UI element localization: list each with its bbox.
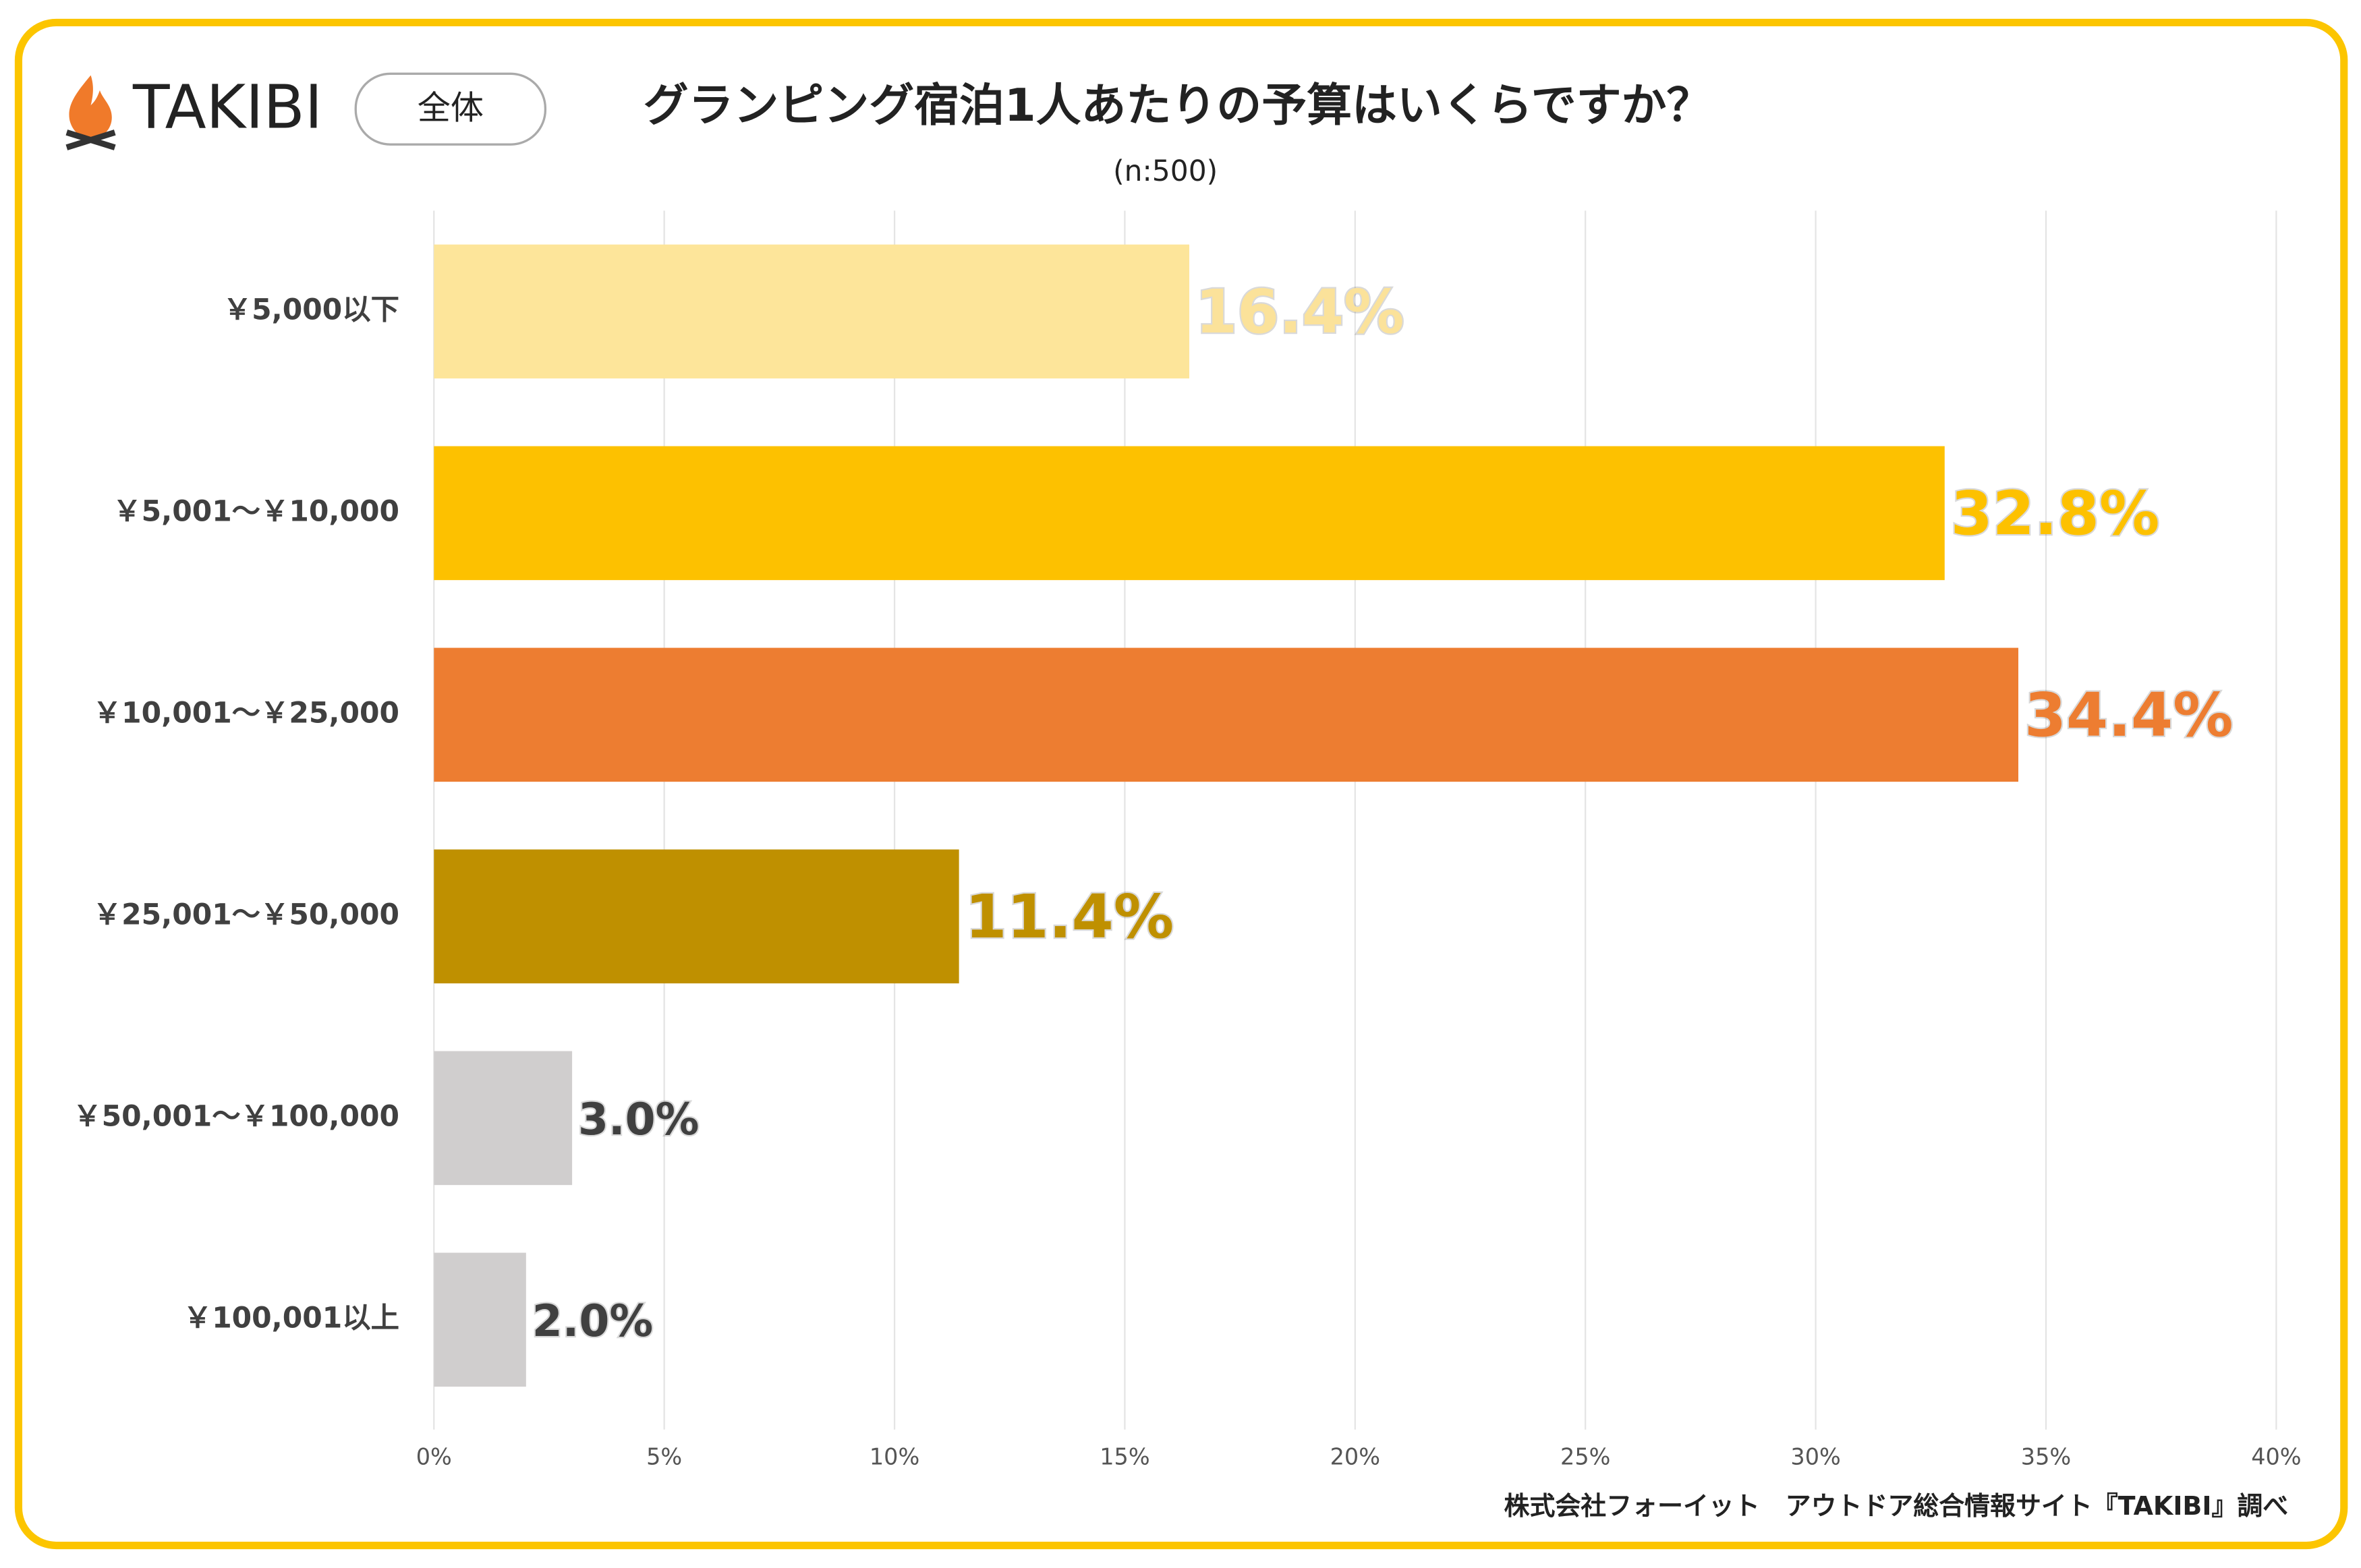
chart-subtitle: (n:500): [1113, 154, 1218, 187]
bar: [434, 849, 959, 984]
y-tick-label: ￥10,001〜￥25,000: [93, 696, 399, 729]
value-label: 32.8%: [1951, 479, 2160, 549]
bar: [434, 446, 1945, 581]
y-tick-label: ￥50,001〜￥100,000: [73, 1099, 399, 1132]
x-tick-label: 0%: [416, 1444, 452, 1470]
bar: [434, 1252, 526, 1387]
x-tick-label: 15%: [1100, 1444, 1149, 1470]
value-label: 34.4%: [2024, 680, 2234, 751]
bar: [434, 647, 2019, 782]
bar: [434, 244, 1190, 379]
value-label: 11.4%: [965, 882, 1174, 952]
logo-icon: [65, 75, 116, 150]
value-label: 3.0%: [578, 1095, 699, 1145]
y-tick-label: ￥5,000以下: [223, 293, 399, 326]
x-tick-label: 40%: [2251, 1444, 2301, 1470]
value-label: 16.4%: [1195, 277, 1404, 347]
x-tick-label: 25%: [1560, 1444, 1610, 1470]
bar: [434, 1051, 573, 1186]
badge: 全体: [418, 88, 484, 127]
x-tick-label: 10%: [870, 1444, 919, 1470]
x-tick-label: 30%: [1790, 1444, 1840, 1470]
brand: TAKIBI: [132, 73, 322, 143]
x-tick-label: 35%: [2021, 1444, 2071, 1470]
y-tick-label: ￥5,001〜￥10,000: [113, 494, 399, 527]
y-tick-label: ￥100,001以上: [183, 1301, 399, 1334]
x-tick-label: 5%: [646, 1444, 682, 1470]
chart-title: グランピング宿泊1人あたりの予算はいくらですか？: [644, 79, 1712, 132]
x-tick-label: 20%: [1330, 1444, 1380, 1470]
value-label: 2.0%: [532, 1296, 653, 1347]
frame: [14, 18, 2348, 1550]
source: 株式会社フォーイット アウトドア総合情報サイト『TAKIBI』調べ: [1504, 1491, 2289, 1521]
y-tick-label: ￥25,001〜￥50,000: [93, 898, 399, 931]
badge-box: [354, 72, 547, 146]
